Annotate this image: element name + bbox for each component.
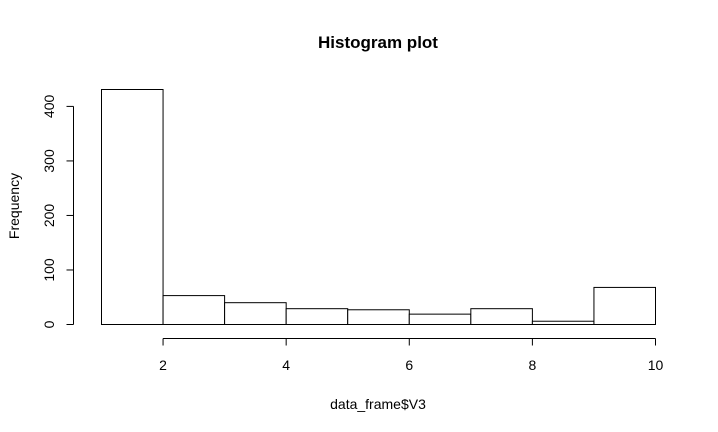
x-axis-label: data_frame$V3 (330, 396, 426, 412)
x-tick-label-8: 8 (528, 357, 536, 373)
histogram-bar-6 (408, 313, 472, 326)
chart-title: Histogram plot (318, 33, 438, 52)
y-tick-label-100: 100 (41, 258, 57, 282)
histogram-bar-1 (101, 89, 164, 325)
histogram-bar-8 (531, 320, 595, 326)
x-tick-label-6: 6 (405, 357, 413, 373)
y-tick-label-200: 200 (41, 204, 57, 228)
histogram-bar-4 (285, 308, 349, 325)
histogram-bar-7 (470, 308, 533, 325)
bars-group (101, 89, 657, 326)
y-axis: 0 100 200 300 400 (41, 95, 74, 328)
x-axis: 2 4 6 8 10 (159, 338, 664, 373)
histogram-bar-3 (224, 302, 287, 325)
y-tick-label-300: 300 (41, 149, 57, 173)
y-axis-label: Frequency (6, 173, 22, 239)
histogram-bar-9 (593, 286, 657, 325)
y-tick-label-0: 0 (41, 320, 57, 328)
histogram-bar-2 (162, 295, 226, 325)
x-tick-label-4: 4 (282, 357, 290, 373)
x-tick-label-2: 2 (159, 357, 167, 373)
histogram-bar-5 (347, 309, 410, 325)
y-tick-label-400: 400 (41, 95, 57, 119)
x-tick-label-10: 10 (648, 357, 664, 373)
